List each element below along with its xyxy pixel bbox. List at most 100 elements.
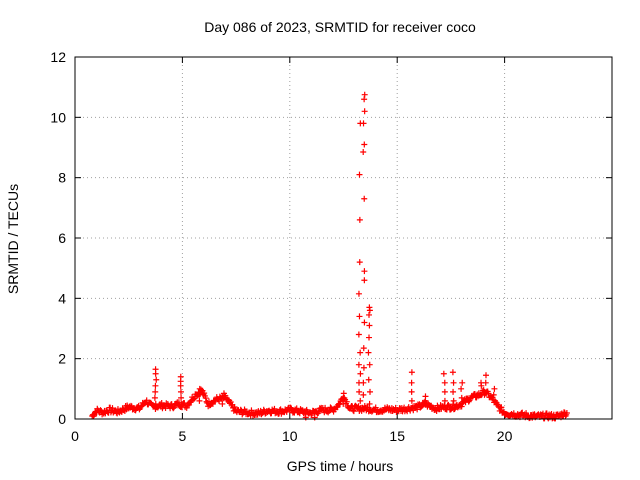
data-point: [450, 401, 457, 408]
chart-title: Day 086 of 2023, SRMTID for receiver coc…: [204, 19, 476, 35]
data-point: [128, 402, 135, 409]
data-point: [563, 409, 570, 416]
x-tick-label: 10: [282, 428, 298, 444]
data-point: [372, 404, 379, 411]
y-tick-label: 10: [50, 109, 66, 125]
data-point: [408, 369, 415, 376]
data-point: [360, 391, 367, 398]
x-tick-label: 0: [71, 428, 79, 444]
y-tick-label: 4: [58, 290, 66, 306]
data-point: [355, 361, 362, 368]
data-point: [367, 388, 374, 395]
data-point: [357, 349, 364, 356]
data-point: [152, 400, 159, 407]
data-point: [441, 388, 448, 395]
x-tick-label: 20: [497, 428, 513, 444]
data-point: [366, 334, 373, 341]
data-point: [449, 369, 456, 376]
data-point: [360, 120, 367, 127]
data-point: [361, 108, 368, 115]
data-point: [322, 404, 329, 411]
data-point: [441, 379, 448, 386]
data-point: [366, 400, 373, 407]
axis-ticks: 0 2 4 6 8 10 12 0 5 10 15 20: [50, 49, 612, 444]
data-point: [418, 403, 425, 410]
data-point: [293, 405, 300, 412]
data-point: [151, 394, 158, 401]
data-point: [287, 404, 294, 411]
data-point: [350, 408, 357, 415]
data-point: [360, 149, 367, 156]
data-point: [366, 322, 373, 329]
data-point: [209, 401, 216, 408]
data-point: [356, 388, 363, 395]
data-point: [357, 370, 364, 377]
data-point: [201, 390, 208, 397]
data-point: [361, 195, 368, 202]
grid-lines: [75, 57, 612, 419]
data-point: [366, 361, 373, 368]
x-tick-label: 15: [389, 428, 405, 444]
data-point: [355, 331, 362, 338]
data-point: [366, 304, 373, 311]
data-point: [361, 319, 368, 326]
data-point: [441, 397, 448, 404]
data-point: [360, 379, 367, 386]
x-axis-label: GPS time / hours: [287, 458, 394, 474]
data-point: [202, 395, 209, 402]
data-point: [458, 394, 465, 401]
data-point: [365, 376, 372, 383]
data-point: [231, 403, 238, 410]
data-point: [481, 388, 488, 395]
data-point: [440, 370, 447, 377]
data-point: [340, 400, 347, 407]
y-tick-label: 12: [50, 49, 66, 65]
data-point: [356, 216, 363, 223]
data-point: [177, 388, 184, 395]
data-point: [152, 366, 159, 373]
data-point: [152, 382, 159, 389]
data-point: [153, 376, 160, 383]
data-point: [220, 390, 227, 397]
data-point: [490, 391, 497, 398]
data-point: [340, 390, 347, 397]
data-point: [177, 373, 184, 380]
data-point: [552, 415, 559, 422]
y-axis-label: SRMTID / TECUs: [5, 184, 21, 294]
data-point: [422, 393, 429, 400]
y-tick-label: 6: [58, 230, 66, 246]
data-point: [450, 379, 457, 386]
data-point: [477, 391, 484, 398]
data-point: [414, 406, 421, 413]
data-point: [350, 407, 357, 414]
data-point: [510, 410, 517, 417]
data-point: [445, 401, 452, 408]
data-point: [366, 311, 373, 318]
data-point: [152, 388, 159, 395]
data-point: [562, 413, 569, 420]
data-point: [450, 388, 457, 395]
data-point: [365, 349, 372, 356]
data-point: [170, 405, 177, 412]
data-point: [361, 91, 368, 98]
data-point: [196, 385, 203, 392]
data-point: [491, 385, 498, 392]
data-point: [462, 399, 469, 406]
data-point: [482, 379, 489, 386]
data-point: [360, 364, 367, 371]
data-point: [356, 259, 363, 266]
data-point: [408, 379, 415, 386]
plot-frame: [74, 56, 613, 420]
data-point: [357, 397, 364, 404]
data-point: [219, 394, 226, 401]
data-point: [343, 398, 350, 405]
data-point: [219, 400, 226, 407]
y-tick-label: 2: [58, 351, 66, 367]
data-point: [360, 345, 367, 352]
data-point: [196, 391, 203, 398]
data-point: [458, 385, 465, 392]
data-point: [451, 405, 458, 412]
data-point: [178, 400, 185, 407]
data-point: [361, 141, 368, 148]
